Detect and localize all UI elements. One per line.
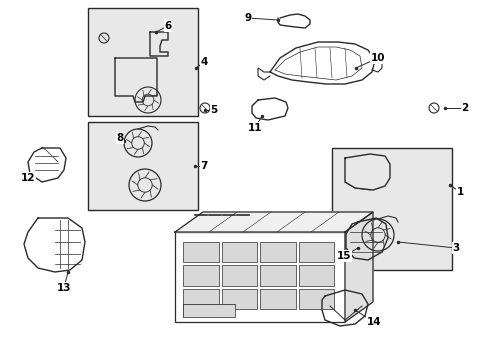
Bar (331, 148, 451, 270)
Polygon shape (345, 212, 372, 322)
Bar (88, 122, 198, 210)
Text: 8: 8 (116, 133, 123, 143)
Bar (221, 242, 257, 262)
Bar (260, 242, 295, 262)
Text: 5: 5 (210, 105, 217, 115)
Bar (298, 265, 333, 286)
Bar (183, 304, 235, 317)
Text: 12: 12 (20, 173, 35, 183)
Bar (260, 265, 295, 286)
Bar (175, 232, 345, 322)
Text: 2: 2 (461, 103, 468, 113)
Text: 15: 15 (336, 251, 350, 261)
Bar (88, 8, 198, 116)
Bar (260, 289, 295, 309)
Text: 7: 7 (200, 161, 207, 171)
Text: 14: 14 (366, 317, 381, 327)
Text: 11: 11 (247, 123, 262, 133)
Bar (221, 289, 257, 309)
Text: 1: 1 (455, 187, 463, 197)
Polygon shape (175, 212, 372, 232)
Bar (298, 289, 333, 309)
Bar (298, 242, 333, 262)
Bar (183, 242, 218, 262)
Bar (183, 265, 218, 286)
Bar (221, 265, 257, 286)
Text: 9: 9 (244, 13, 251, 23)
Bar (183, 289, 218, 309)
Text: 3: 3 (451, 243, 459, 253)
Text: 6: 6 (164, 21, 171, 31)
Text: 4: 4 (200, 57, 207, 67)
Text: 13: 13 (57, 283, 71, 293)
Text: 10: 10 (370, 53, 385, 63)
